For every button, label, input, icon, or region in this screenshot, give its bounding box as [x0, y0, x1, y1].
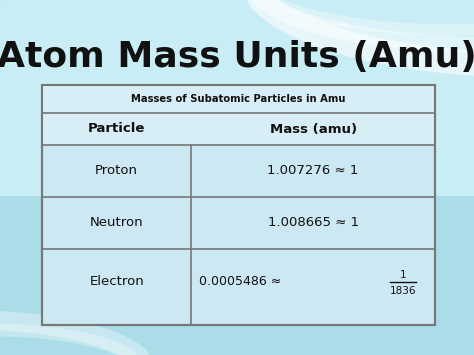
Text: Mass (amu): Mass (amu) [270, 122, 357, 136]
Bar [42, 85, 435, 325]
Text: 1836: 1836 [390, 285, 416, 295]
Text: 1.007276 ≈ 1: 1.007276 ≈ 1 [267, 164, 359, 178]
Bar [42, 113, 435, 145]
Polygon shape [0, 0, 474, 195]
Text: 1: 1 [400, 269, 406, 279]
Text: Neutron: Neutron [90, 217, 144, 229]
Text: 1.008665 ≈ 1: 1.008665 ≈ 1 [268, 217, 359, 229]
Text: Proton: Proton [95, 164, 138, 178]
Text: Atom Mass Units (Amu): Atom Mass Units (Amu) [0, 40, 474, 74]
Text: Masses of Subatomic Particles in Amu: Masses of Subatomic Particles in Amu [131, 94, 346, 104]
Text: Particle: Particle [88, 122, 146, 136]
Bar [42, 85, 435, 325]
Bar [42, 85, 435, 113]
Text: 0.0005486 ≈: 0.0005486 ≈ [200, 275, 282, 288]
Text: Electron: Electron [89, 275, 144, 288]
